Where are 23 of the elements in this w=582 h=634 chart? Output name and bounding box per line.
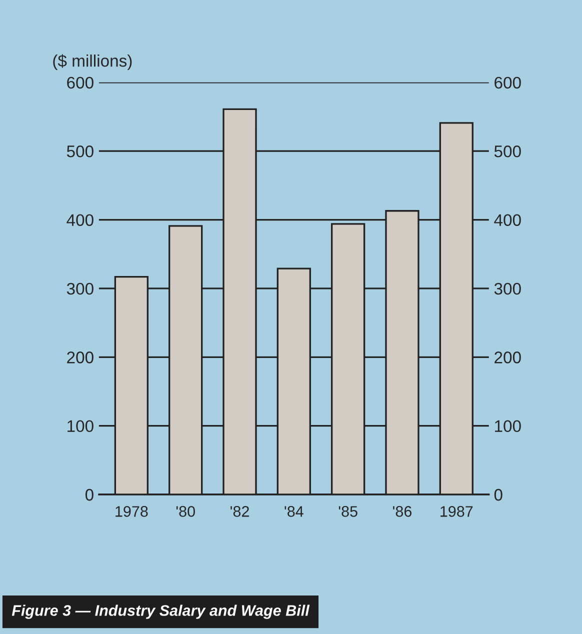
x-tick-label: '84 — [284, 506, 304, 517]
y2-tick-label: 600 — [494, 76, 521, 89]
y-axis-title: ($ millions) — [53, 54, 132, 70]
y-tick-label: 200 — [67, 352, 94, 364]
x-tick-label: '85 — [338, 506, 358, 517]
y2-tick-label: 400 — [494, 214, 521, 226]
y2-tick-label: 300 — [494, 282, 521, 295]
x-tick-label: 1978 — [116, 506, 148, 517]
x-tick-label: 1987 — [440, 506, 473, 517]
caption: Figure 3 — Industry Salary and Wage Bill — [12, 604, 310, 619]
x-tick-label: '80 — [176, 506, 195, 517]
x-tick-label: '82 — [230, 506, 249, 517]
y-tick-label: 0 — [85, 488, 94, 501]
y2-tick-label: 500 — [494, 146, 521, 158]
y-tick-label: 500 — [66, 146, 94, 158]
y-tick-label: 100 — [68, 420, 94, 432]
y2-tick-label: 100 — [495, 420, 521, 432]
y2-tick-label: 200 — [494, 352, 521, 364]
y2-tick-label: 0 — [494, 488, 502, 501]
y-tick-label: 400 — [66, 214, 94, 226]
y-tick-label: 600 — [67, 76, 94, 89]
y-tick-label: 300 — [66, 282, 94, 295]
x-tick-label: '86 — [393, 506, 412, 517]
